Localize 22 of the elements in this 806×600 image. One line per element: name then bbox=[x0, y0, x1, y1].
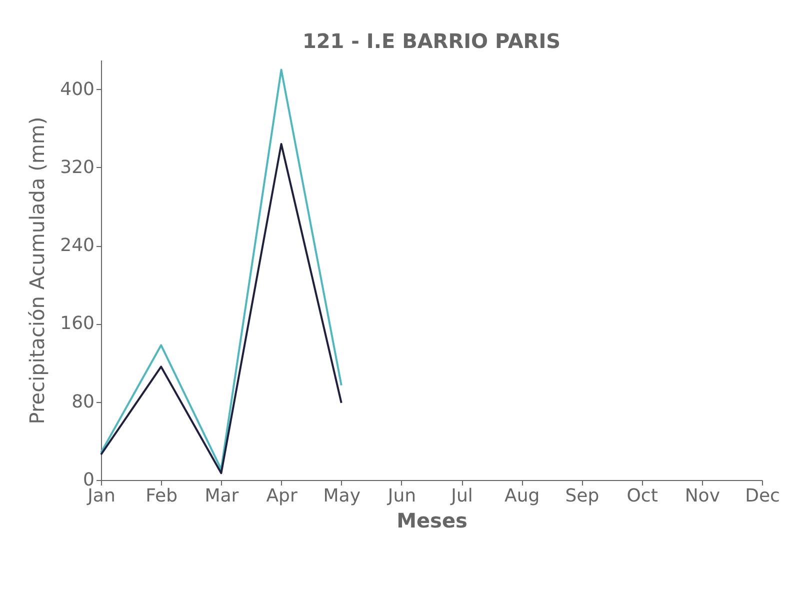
y-tick-label: 320 bbox=[60, 156, 94, 178]
y-axis-title: Precipitación Acumulada (mm) bbox=[25, 116, 50, 424]
x-tick-label: May bbox=[323, 486, 361, 506]
x-tick-label: Oct bbox=[626, 486, 658, 506]
x-tick-label: Mar bbox=[204, 486, 240, 506]
line-series bbox=[100, 143, 342, 474]
x-tick-label: Aug bbox=[504, 486, 540, 506]
y-tick-label: 160 bbox=[60, 313, 94, 334]
x-tick-label: Sep bbox=[565, 486, 600, 506]
y-tick-label: 240 bbox=[60, 235, 94, 256]
x-tick-label: Jun bbox=[386, 486, 416, 506]
x-tick-label: Jan bbox=[86, 486, 116, 506]
x-tick-label: Feb bbox=[146, 486, 178, 506]
y-tick-label: 80 bbox=[72, 391, 94, 412]
chart-title: 121 - I.E BARRIO PARIS bbox=[302, 29, 561, 53]
y-tick-label: 400 bbox=[60, 78, 94, 100]
x-tick-label: Dec bbox=[745, 486, 780, 506]
x-tick-label: Apr bbox=[266, 486, 298, 506]
x-axis-title: Meses bbox=[396, 508, 468, 532]
x-tick-label: Nov bbox=[684, 486, 720, 506]
line-series bbox=[100, 68, 342, 470]
x-tick-label: Jul bbox=[450, 486, 473, 506]
